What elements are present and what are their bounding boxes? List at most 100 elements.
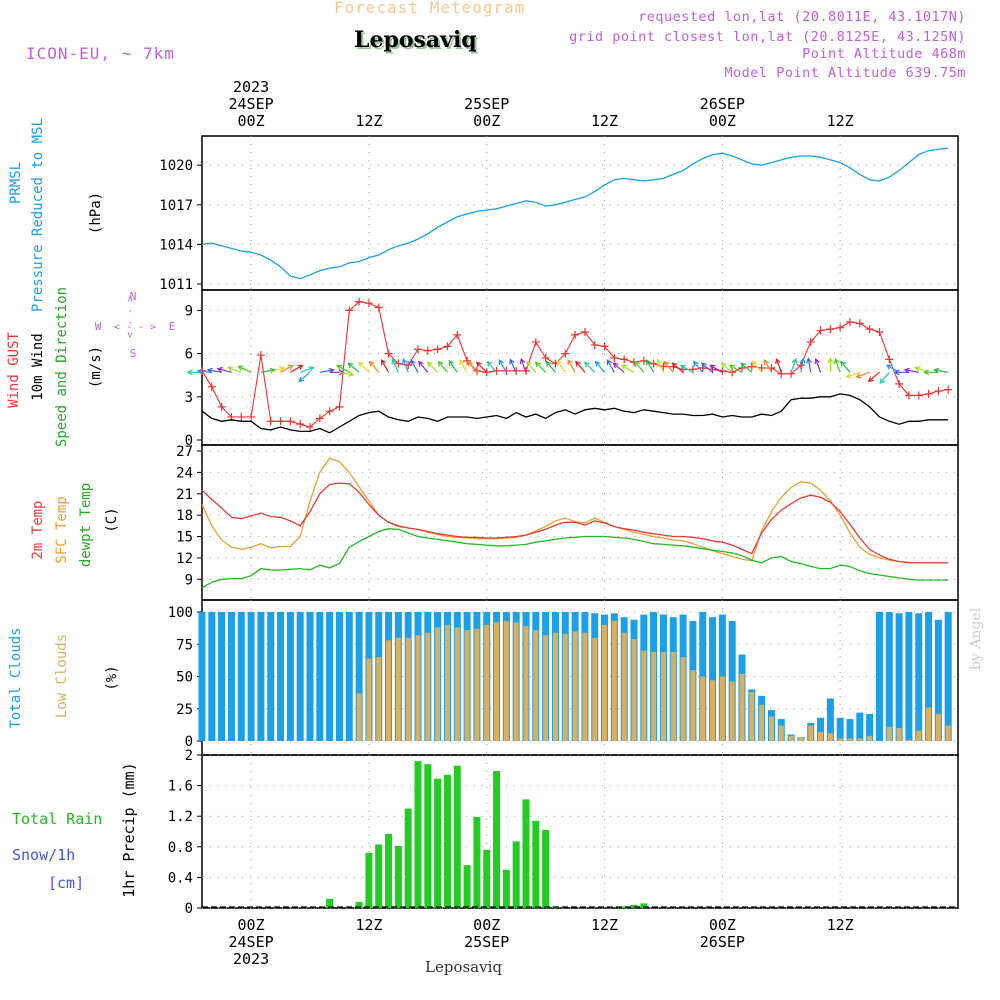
wind-direction-arrow [545,360,556,373]
total-cloud-bar [934,619,942,741]
total-cloud-bar [267,612,275,741]
low-cloud-bar [405,637,411,741]
compass-s: S [130,347,137,360]
panel-frame [201,599,959,756]
wind-direction-arrow [879,371,890,385]
wind-gust-point [610,353,619,362]
wind-direction-arrow [790,357,798,373]
wind-direction-arrow [556,359,566,373]
wind-gust-point [306,423,314,432]
wind-direction-arrow [368,360,380,373]
wind-direction-arrow [612,362,625,373]
low-cloud-bar [435,627,441,741]
low-cloud-bar [454,627,460,741]
y-label-percent: (%) [104,665,120,690]
y-tick-label: 6 [185,347,193,363]
total-cloud-bar [817,717,825,741]
total-cloud-bar [866,713,874,741]
low-cloud-bar [533,630,539,741]
wind-gust-line [201,301,949,428]
wind-direction-arrow [410,359,419,373]
wind-gust-point [443,342,452,351]
low-cloud-bar [857,738,863,741]
meteogram-title: Forecast Meteogram [334,0,526,17]
model-label: ICON-EU, ~ 7km [26,44,175,63]
low-cloud-bar [896,728,902,741]
y-tick-label: 1.2 [168,809,193,825]
low-cloud-bar [798,737,804,741]
x-tick-label-bottom: 12Z [827,916,854,934]
low-cloud-bar [660,651,666,741]
total-cloud-bar [316,612,324,741]
rain-bar [434,778,442,908]
x-tick-label-top: 26SEP [700,95,745,113]
requested-coordinates: requested lon,lat (20.8011E, 43.1017N) [638,9,966,25]
total-cloud-bar [257,612,265,741]
total-cloud-bar [326,612,334,741]
y-label-pressure: Pressure Reduced to MSL [30,118,46,312]
low-cloud-bar [543,635,549,741]
y-label-precip: 1hr Precip (mm) [120,762,138,897]
wind-direction-arrow [855,371,870,379]
y-label-wind-gust: Wind GUST [6,332,22,408]
y-tick-label: 1017 [159,198,193,214]
rain-bar [493,771,501,908]
wind-gust-point [207,382,216,391]
total-cloud-bar [198,612,206,741]
low-cloud-bar [641,650,647,741]
x-tick-label-bottom: 12Z [591,916,618,934]
wind-gust-point [846,317,854,326]
wind-direction-arrow [534,361,547,373]
low-cloud-bar [484,624,490,741]
panel-frame [201,135,959,291]
wind-gust-point [247,412,256,421]
low-cloud-bar [425,632,431,741]
wind-direction-arrow [339,371,355,377]
low-cloud-bar [818,731,824,741]
wind-direction-arrow [663,360,674,373]
wind-direction-arrow [763,359,772,373]
x-tick-label-top: 12Z [827,112,854,130]
low-cloud-bar [631,639,637,741]
dewpoint-line [201,528,949,589]
wind-gust-point [256,351,265,360]
y-tick-label: 9 [185,572,193,588]
total-cloud-bar [237,612,245,741]
wind-direction-arrow [526,360,537,373]
total-cloud-bar [895,613,903,741]
low-cloud-bar [749,691,755,741]
wind-gust-point [904,391,913,400]
wind-direction-arrow [467,360,478,373]
wind-gust-point [237,412,246,421]
low-cloud-bar [837,738,843,741]
wind-direction-arrow [299,366,315,373]
rain-bar [473,816,481,908]
x-tick-label-bottom: 25SEP [464,933,509,951]
x-tick-label-top: 12Z [591,112,618,130]
low-cloud-bar [582,632,588,741]
sfc-temp-line [201,457,949,564]
wind-gust-point [286,417,295,426]
wind-gust-point [266,417,275,426]
wind-gust-point [924,389,933,398]
wind-direction-arrow [237,365,252,373]
total-cloud-bar [227,612,235,741]
y-tick-label: 0.8 [168,840,193,856]
y-label-celsius: (C) [104,507,120,532]
total-cloud-bar [826,698,834,741]
y-label-speed-direction: Speed and Direction [54,287,70,447]
wind-direction-arrow [740,362,753,373]
wind-gust-point [502,366,511,375]
low-cloud-bar [680,657,686,741]
wind-gust-point [826,325,835,334]
wind-direction-arrow [606,359,615,373]
wind-direction-arrow [775,357,782,373]
panel-frame [201,754,959,909]
y-tick-label: 12 [176,551,193,567]
y-label-10m-wind: 10m Wind [30,333,46,400]
y-tick-label: 0 [185,901,193,917]
wind-direction-arrow [620,364,635,373]
model-altitude: Model Point Altitude 639.75m [724,65,966,81]
wind-direction-arrow [498,359,507,373]
station-name: Leposaviq [354,27,477,53]
